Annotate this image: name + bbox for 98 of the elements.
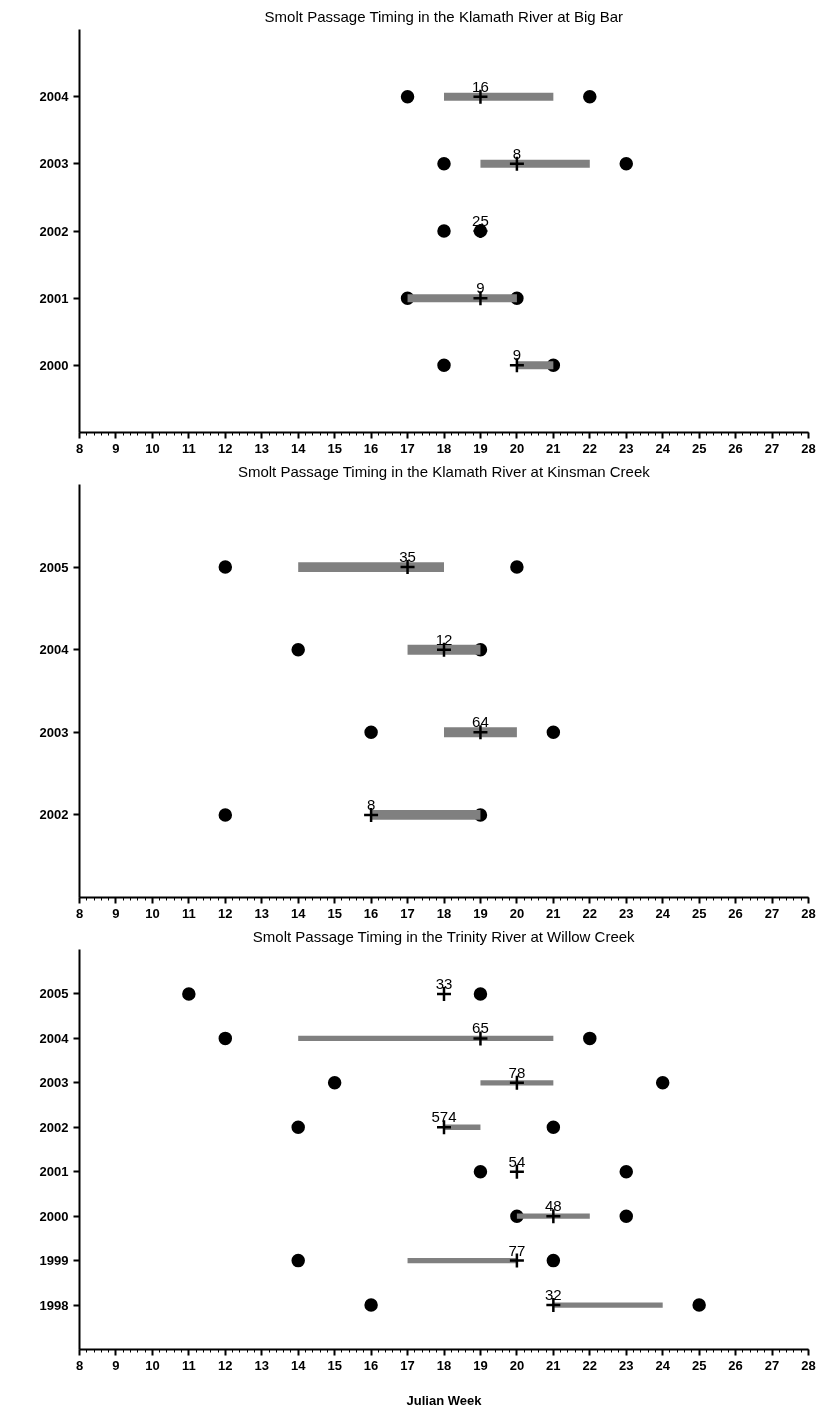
x-tick-label: 8: [75, 905, 84, 921]
y-tick-label: 2002: [39, 223, 69, 239]
chart-title: Smolt Passage Timing in the Klamath River at Kinsman Creek: [237, 462, 651, 480]
x-tick-label: 21: [546, 905, 561, 921]
x-tick-label: 19: [473, 905, 488, 921]
x-tick-label: 15: [327, 905, 342, 921]
annotation: 64: [472, 713, 489, 731]
x-tick-label: 13: [254, 905, 269, 921]
annotation: 35: [399, 548, 416, 566]
x-tick-label: 22: [582, 905, 598, 921]
y-tick-label: 2005: [39, 986, 69, 1002]
annotation: 12: [435, 630, 453, 648]
y-tick-label: 2002: [39, 807, 69, 823]
x-tick-label: 15: [327, 440, 342, 456]
x-tick-label: 28: [801, 905, 816, 921]
x-tick-label: 18: [436, 440, 452, 456]
x-tick-label: 20: [509, 1357, 525, 1373]
annotation: 54: [508, 1152, 526, 1170]
x-tick-label: 26: [728, 440, 743, 456]
x-tick-label: 10: [145, 440, 160, 456]
x-tick-label: 17: [400, 440, 415, 456]
annotation: 77: [508, 1241, 526, 1259]
x-tick-label: 10: [145, 1357, 160, 1373]
y-tick-label: 2001: [39, 1164, 69, 1180]
x-tick-label: 13: [254, 440, 269, 456]
x-tick-label: 28: [801, 440, 816, 456]
x-tick-label: 12: [218, 1357, 233, 1373]
x-tick-label: 11: [181, 1357, 196, 1373]
y-tick-label: 2003: [39, 156, 69, 172]
x-tick-label: 8: [75, 1357, 84, 1373]
x-tick-label: 25: [691, 1357, 707, 1373]
annotation: 48: [545, 1197, 562, 1215]
chart-title: Smolt Passage Timing in the Trinity River at Willow Creek: [252, 927, 636, 945]
y-tick-label: 1999: [39, 1253, 69, 1269]
x-tick-label: 18: [436, 1357, 452, 1373]
x-tick-label: 16: [363, 440, 379, 456]
x-tick-label: 9: [112, 440, 120, 456]
x-tick-label: 26: [728, 1357, 743, 1373]
y-tick-label: 2003: [39, 1075, 69, 1091]
y-tick-label: 2000: [39, 357, 69, 373]
annotation: 78: [508, 1063, 526, 1081]
annotation: 574: [431, 1108, 457, 1126]
x-tick-label: 21: [546, 1357, 561, 1373]
annotation: 25: [472, 212, 489, 229]
x-tick-label: 9: [112, 1357, 120, 1373]
x-tick-label: 17: [400, 905, 415, 921]
annotation: 9: [476, 279, 485, 297]
y-tick-label: 2002: [39, 1119, 69, 1135]
x-tick-label: 15: [327, 1357, 342, 1373]
x-tick-label: 16: [363, 1357, 379, 1373]
x-tick-label: 17: [400, 1357, 415, 1373]
x-tick-label: 11: [181, 905, 196, 921]
x-tick-label: 12: [218, 905, 233, 921]
y-tick-label: 2004: [39, 89, 70, 105]
x-tick-label: 27: [764, 1357, 780, 1373]
y-tick-label: 2001: [39, 290, 69, 306]
x-tick-label: 27: [764, 440, 780, 456]
x-tick-label: 23: [619, 440, 634, 456]
x-tick-label: 21: [546, 440, 561, 456]
x-tick-label: 19: [473, 1357, 488, 1373]
x-axis-title: Julian Week: [406, 1392, 483, 1408]
x-tick-label: 13: [254, 1357, 269, 1373]
x-tick-label: 20: [509, 905, 525, 921]
x-tick-label: 9: [112, 905, 120, 921]
x-tick-label: 28: [801, 1357, 816, 1373]
y-tick-label: 2005: [39, 559, 69, 575]
x-tick-label: 14: [290, 905, 307, 921]
annotation: 33: [435, 974, 453, 992]
x-tick-label: 26: [728, 905, 743, 921]
x-tick-label: 22: [582, 440, 598, 456]
y-tick-label: 2004: [39, 642, 70, 658]
x-tick-label: 14: [290, 440, 307, 456]
x-tick-label: 24: [655, 440, 671, 456]
x-tick-label: 19: [473, 440, 488, 456]
x-tick-label: 25: [691, 905, 707, 921]
annotation: 16: [472, 77, 489, 95]
x-tick-label: 10: [145, 905, 160, 921]
y-tick-label: 2003: [39, 724, 69, 740]
x-tick-label: 14: [290, 1357, 307, 1373]
x-tick-label: 23: [619, 1357, 634, 1373]
x-tick-label: 24: [655, 905, 671, 921]
y-tick-label: 2000: [39, 1208, 69, 1224]
x-tick-label: 23: [619, 905, 634, 921]
x-tick-label: 27: [764, 905, 780, 921]
x-tick-label: 16: [363, 905, 379, 921]
chart-title: Smolt Passage Timing in the Klamath River at Big Bar: [264, 7, 624, 25]
y-tick-label: 2004: [39, 1030, 70, 1046]
x-tick-label: 11: [181, 440, 196, 456]
annotation: 32: [545, 1286, 562, 1304]
x-tick-label: 25: [691, 440, 707, 456]
x-tick-label: 18: [436, 905, 452, 921]
x-tick-label: 22: [582, 1357, 598, 1373]
x-tick-label: 20: [509, 440, 525, 456]
x-tick-label: 12: [218, 440, 233, 456]
x-tick-label: 8: [75, 440, 84, 456]
annotation: 65: [472, 1019, 489, 1037]
y-tick-label: 1998: [39, 1297, 69, 1313]
x-tick-label: 24: [655, 1357, 671, 1373]
